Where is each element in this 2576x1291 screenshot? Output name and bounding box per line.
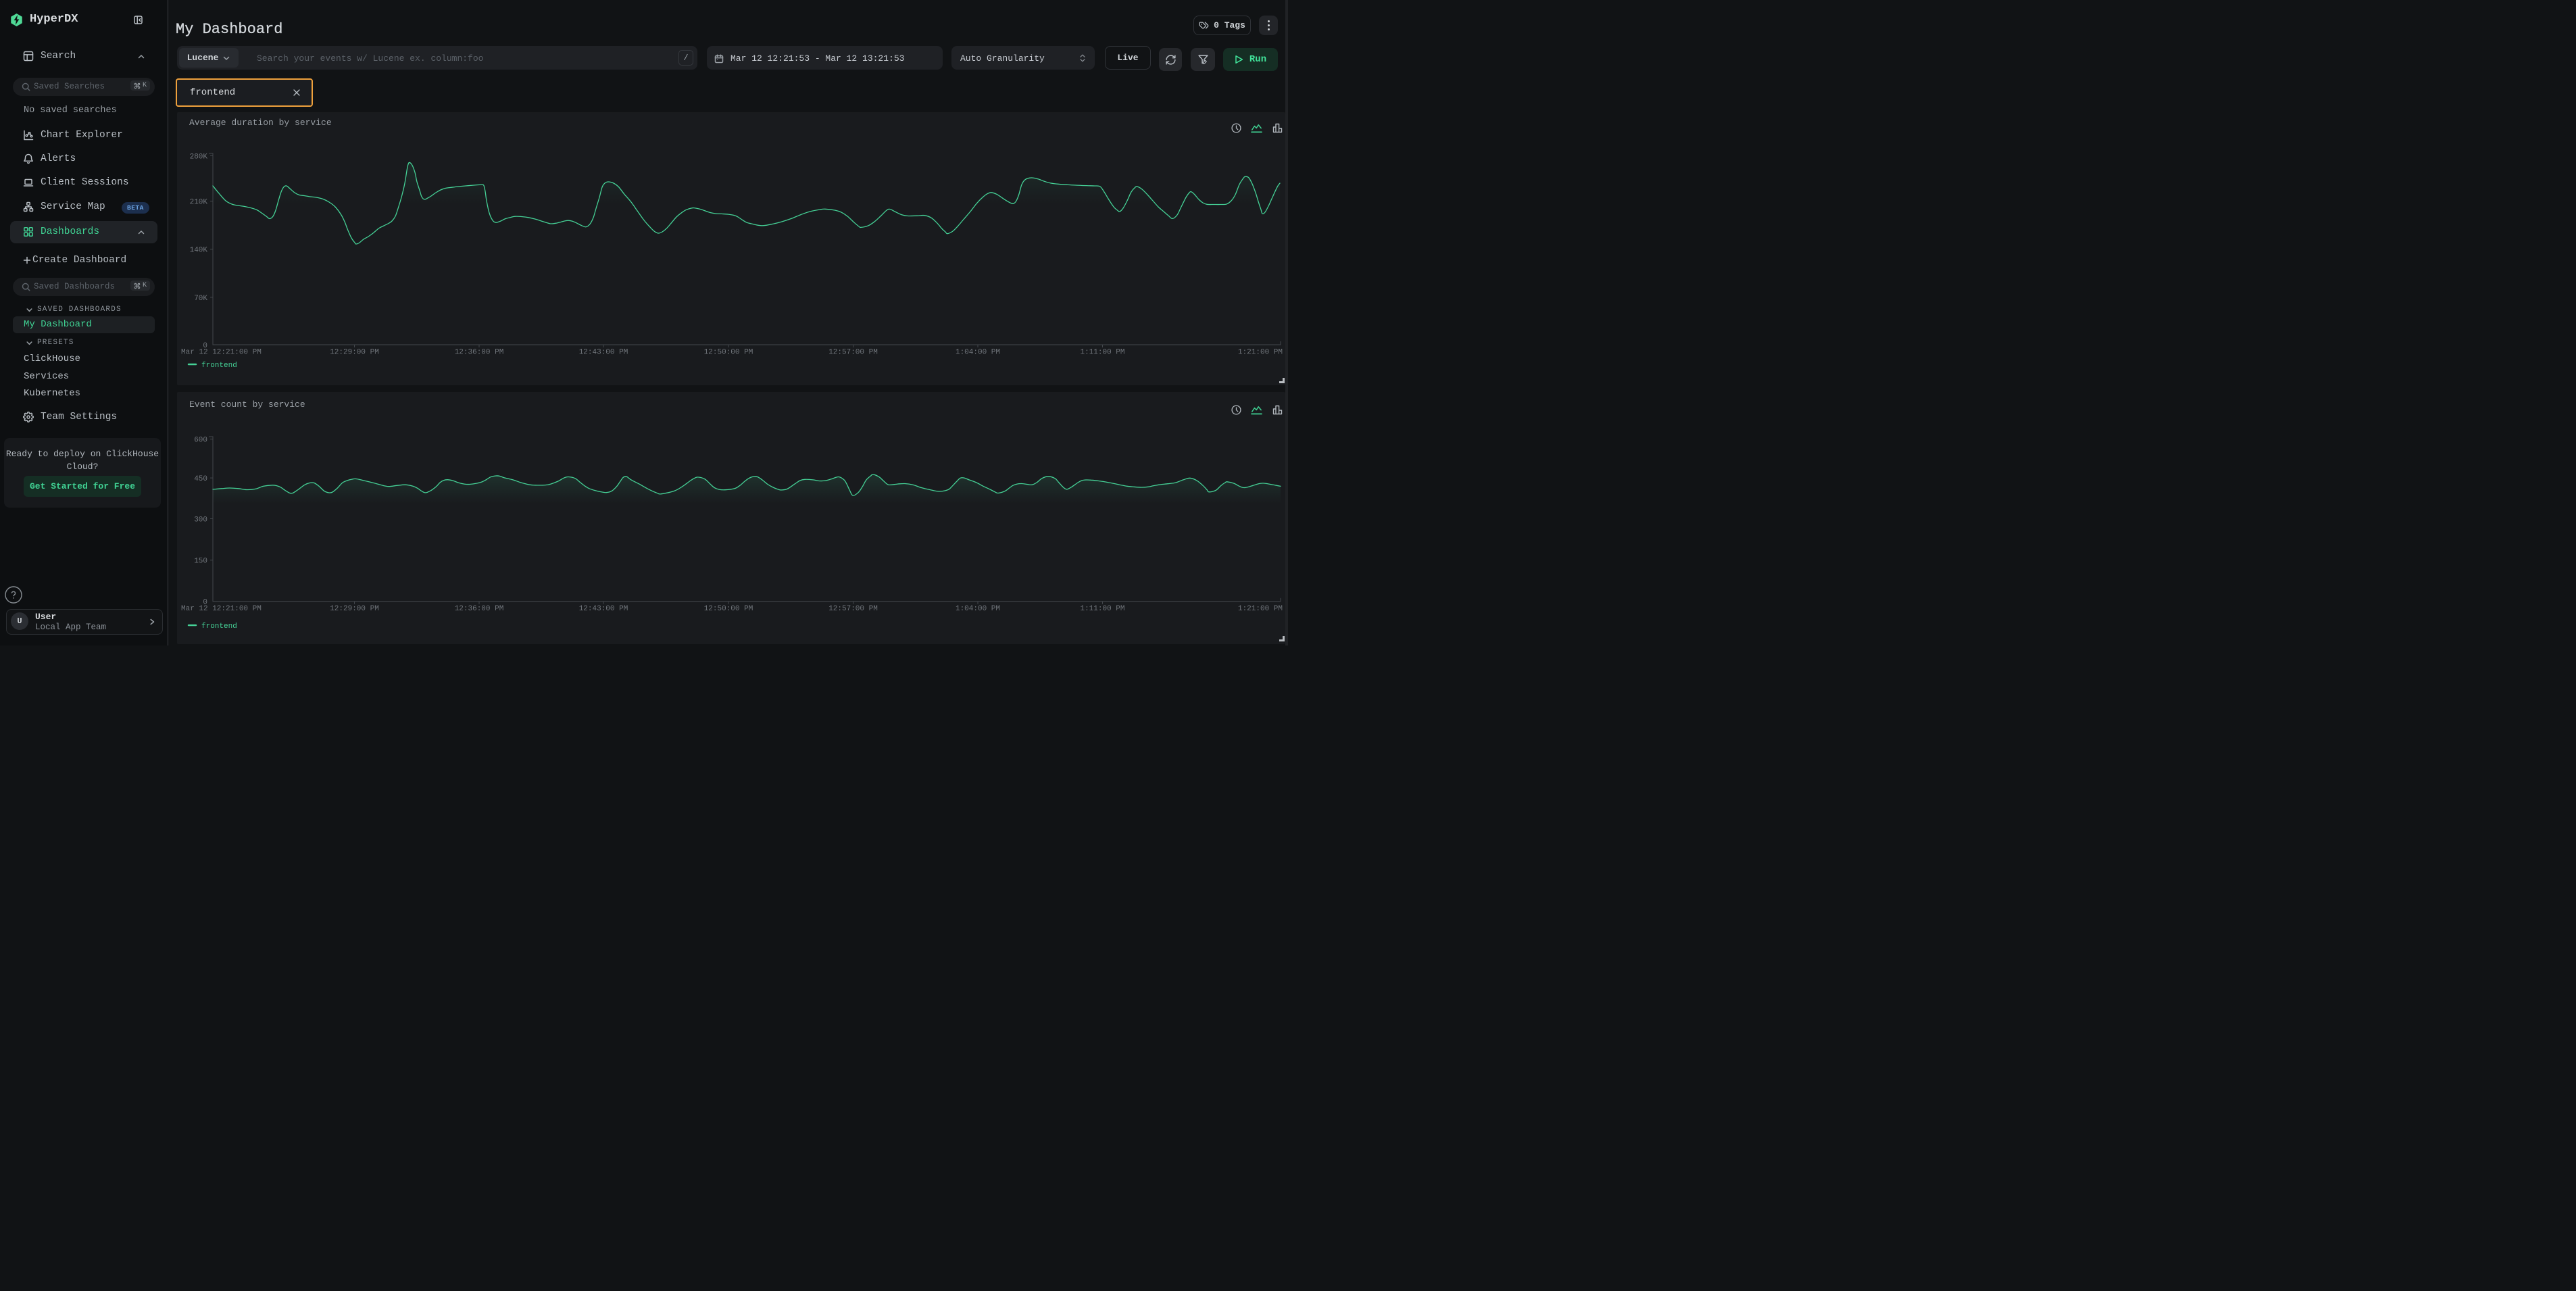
svg-text:140K: 140K bbox=[190, 247, 208, 255]
svg-text:1:21:00 PM: 1:21:00 PM bbox=[1238, 349, 1283, 357]
svg-text:Mar 12 12:21:00 PM: Mar 12 12:21:00 PM bbox=[181, 349, 262, 357]
svg-text:0: 0 bbox=[203, 342, 207, 350]
svg-text:12:43:00 PM: 12:43:00 PM bbox=[579, 605, 628, 613]
svg-text:12:29:00 PM: 12:29:00 PM bbox=[330, 605, 379, 613]
svg-text:Mar 12 12:21:00 PM: Mar 12 12:21:00 PM bbox=[181, 605, 262, 613]
svg-text:12:50:00 PM: 12:50:00 PM bbox=[704, 605, 753, 613]
svg-text:1:04:00 PM: 1:04:00 PM bbox=[956, 605, 1000, 613]
svg-text:70K: 70K bbox=[194, 295, 207, 303]
svg-text:450: 450 bbox=[194, 475, 207, 483]
svg-text:1:11:00 PM: 1:11:00 PM bbox=[1080, 349, 1124, 357]
svg-text:1:11:00 PM: 1:11:00 PM bbox=[1080, 605, 1124, 613]
svg-text:0: 0 bbox=[203, 599, 207, 607]
svg-text:12:36:00 PM: 12:36:00 PM bbox=[455, 605, 504, 613]
svg-text:12:50:00 PM: 12:50:00 PM bbox=[704, 349, 753, 357]
svg-text:frontend: frontend bbox=[201, 623, 237, 631]
svg-text:1:21:00 PM: 1:21:00 PM bbox=[1238, 605, 1283, 613]
svg-text:300: 300 bbox=[194, 516, 207, 525]
svg-text:12:36:00 PM: 12:36:00 PM bbox=[455, 349, 504, 357]
svg-text:280K: 280K bbox=[190, 153, 208, 161]
svg-text:12:43:00 PM: 12:43:00 PM bbox=[579, 349, 628, 357]
svg-text:frontend: frontend bbox=[201, 362, 237, 370]
svg-text:1:04:00 PM: 1:04:00 PM bbox=[956, 349, 1000, 357]
svg-text:210K: 210K bbox=[190, 199, 208, 207]
svg-text:12:57:00 PM: 12:57:00 PM bbox=[828, 349, 878, 357]
svg-text:150: 150 bbox=[194, 558, 207, 566]
svg-text:12:57:00 PM: 12:57:00 PM bbox=[828, 605, 878, 613]
svg-text:12:29:00 PM: 12:29:00 PM bbox=[330, 349, 379, 357]
svg-text:600: 600 bbox=[194, 437, 207, 445]
